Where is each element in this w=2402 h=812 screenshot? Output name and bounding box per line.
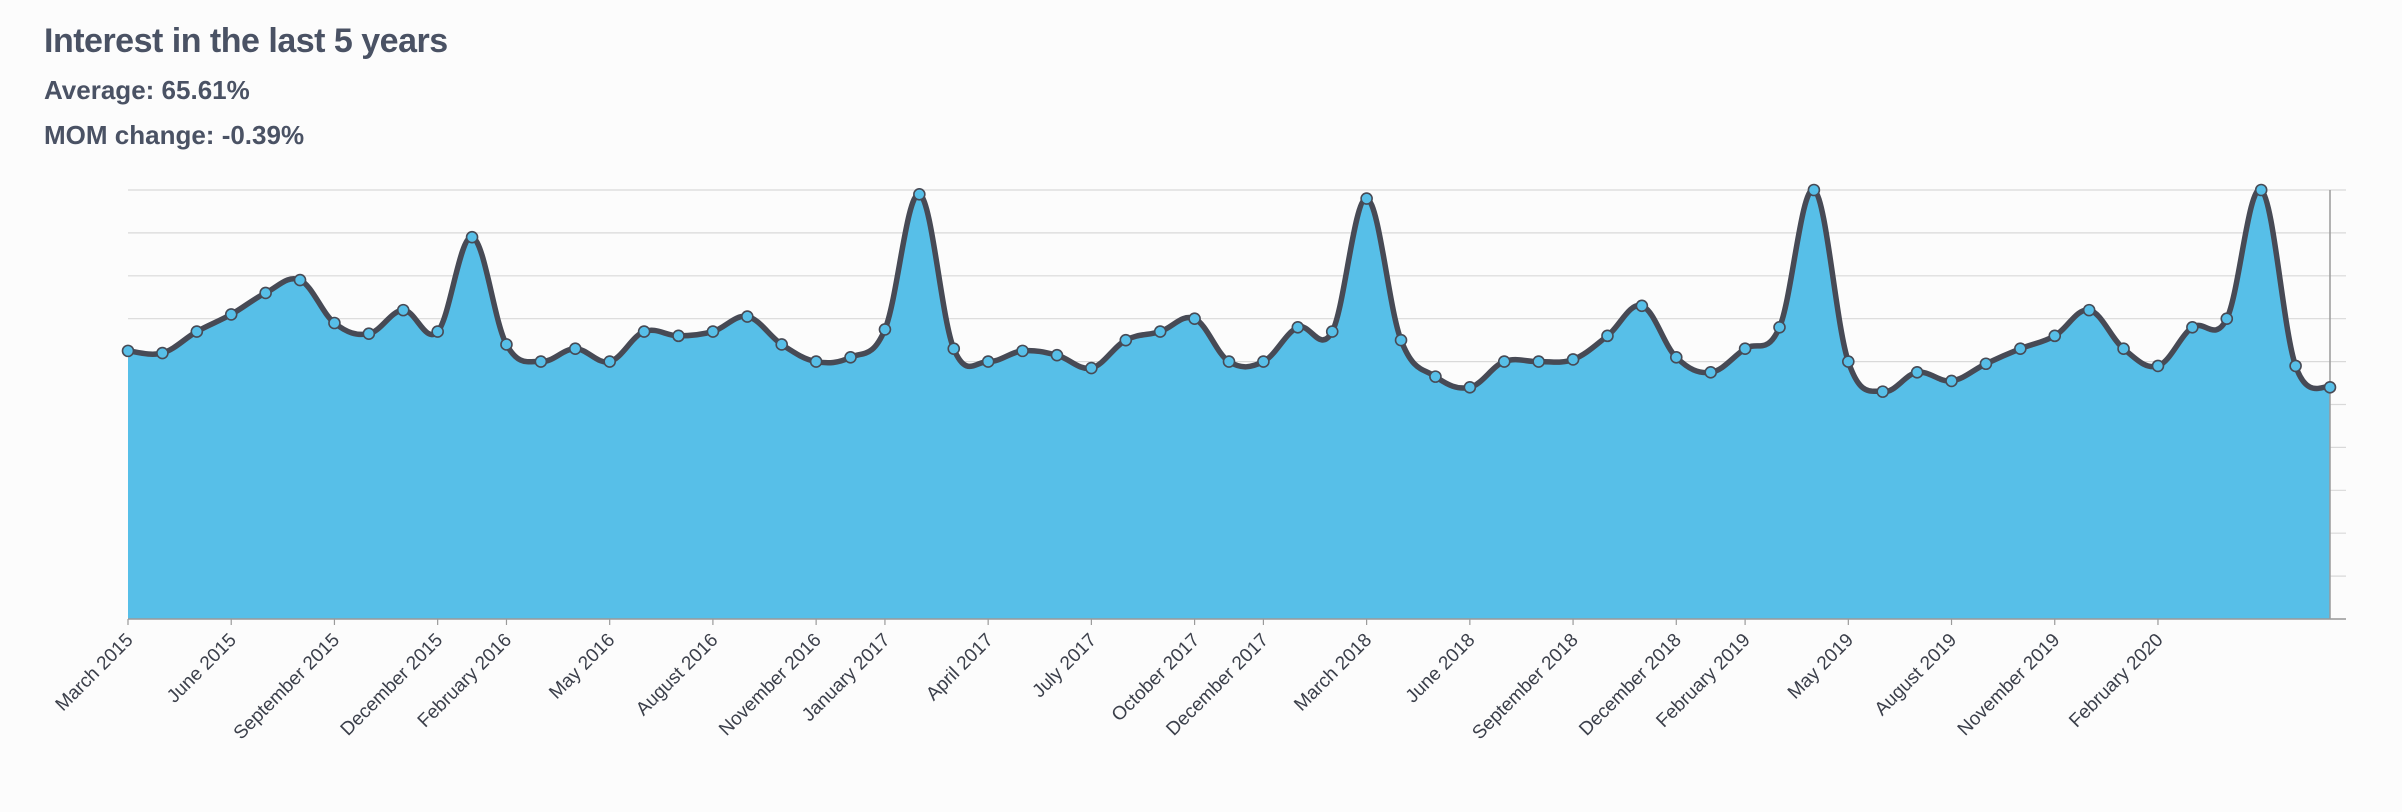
average-stat: Average: 65.61%	[44, 75, 448, 106]
data-point	[396, 303, 410, 317]
data-point	[741, 310, 754, 323]
x-tick-label: November 2016	[715, 630, 825, 740]
data-point	[156, 346, 169, 360]
chart-title: Interest in the last 5 years	[44, 22, 448, 60]
x-tick-label: February 2020	[2065, 630, 2167, 732]
data-point	[1119, 333, 1133, 347]
data-point	[1876, 385, 1890, 398]
data-point	[1497, 355, 1511, 368]
data-point	[1910, 366, 1924, 379]
data-point	[1979, 357, 1993, 371]
data-point	[1601, 329, 1614, 343]
data-point	[672, 329, 685, 343]
data-point	[1704, 366, 1717, 379]
data-point	[500, 338, 513, 351]
data-point	[1635, 299, 1649, 313]
data-point	[2323, 381, 2337, 394]
x-tick-label: September 2018	[1468, 630, 1582, 744]
mom-change-value: -0.39%	[221, 120, 305, 150]
data-point	[121, 344, 135, 358]
data-point	[1222, 355, 1236, 368]
axes	[128, 190, 2346, 620]
data-point	[2220, 312, 2234, 326]
data-point	[1257, 355, 1270, 368]
average-label: Average:	[44, 75, 155, 105]
data-point	[775, 338, 789, 351]
data-point	[1325, 325, 1339, 338]
data-point	[809, 355, 823, 368]
x-tick-label: August 2016	[632, 630, 722, 720]
data-point	[465, 230, 479, 244]
data-point	[2186, 320, 2199, 334]
chart-header: Interest in the last 5 years Average: 65…	[44, 22, 448, 165]
x-tick-label: March 2018	[1290, 630, 1376, 716]
data-point	[431, 325, 444, 338]
mom-change-label: MOM change:	[44, 120, 215, 150]
data-point	[2254, 183, 2268, 197]
data-point	[878, 323, 892, 336]
x-tick-label: March 2015	[52, 630, 138, 716]
data-point	[1394, 333, 1408, 347]
data-point	[844, 351, 857, 364]
data-point	[1842, 355, 1855, 368]
data-point	[2082, 303, 2096, 317]
x-tick-label: May 2016	[545, 630, 619, 704]
data-point	[1188, 312, 1201, 326]
data-point	[1085, 361, 1098, 375]
data-point	[2289, 359, 2302, 373]
data-point	[190, 325, 204, 338]
data-point	[913, 187, 926, 201]
data-point	[1360, 192, 1373, 205]
data-point	[362, 327, 376, 341]
data-point	[2048, 329, 2062, 343]
mom-change-stat: MOM change: -0.39%	[44, 120, 448, 151]
data-point	[1945, 374, 1958, 388]
data-point	[224, 308, 238, 321]
data-point	[637, 325, 651, 338]
data-point	[1532, 355, 1545, 368]
data-point	[947, 342, 961, 356]
data-point	[603, 355, 616, 368]
data-point	[2014, 342, 2027, 356]
average-value: 65.61%	[161, 75, 250, 105]
data-point	[1291, 320, 1305, 334]
data-point	[1773, 320, 1786, 334]
data-point	[1016, 344, 1029, 358]
data-point	[981, 355, 995, 368]
data-point	[534, 355, 548, 368]
data-point	[706, 325, 720, 338]
x-tick-label: September 2015	[230, 630, 344, 744]
data-point	[1429, 370, 1442, 383]
data-points	[121, 183, 2337, 398]
x-tick-label: June 2015	[163, 630, 241, 708]
data-point	[259, 286, 272, 300]
interest-area	[128, 189, 2330, 619]
data-point	[1050, 348, 1064, 362]
data-point	[293, 273, 307, 287]
x-tick-label: April 2017	[922, 630, 997, 705]
data-point	[568, 342, 582, 356]
x-tick-label: August 2019	[1871, 630, 1961, 720]
data-point	[1566, 353, 1580, 366]
data-point	[1669, 351, 1683, 364]
x-tick-label: July 2017	[1029, 630, 1101, 702]
data-point	[1807, 183, 1821, 197]
data-point	[1463, 381, 1477, 394]
data-point	[1738, 342, 1752, 356]
data-point	[2117, 342, 2130, 356]
x-tick-label: June 2018	[1402, 630, 1480, 708]
x-tick-label: November 2019	[1954, 630, 2064, 740]
data-point	[2151, 359, 2165, 373]
x-tick-label: May 2019	[1784, 630, 1858, 704]
data-point	[328, 316, 341, 330]
data-point	[1153, 325, 1167, 338]
